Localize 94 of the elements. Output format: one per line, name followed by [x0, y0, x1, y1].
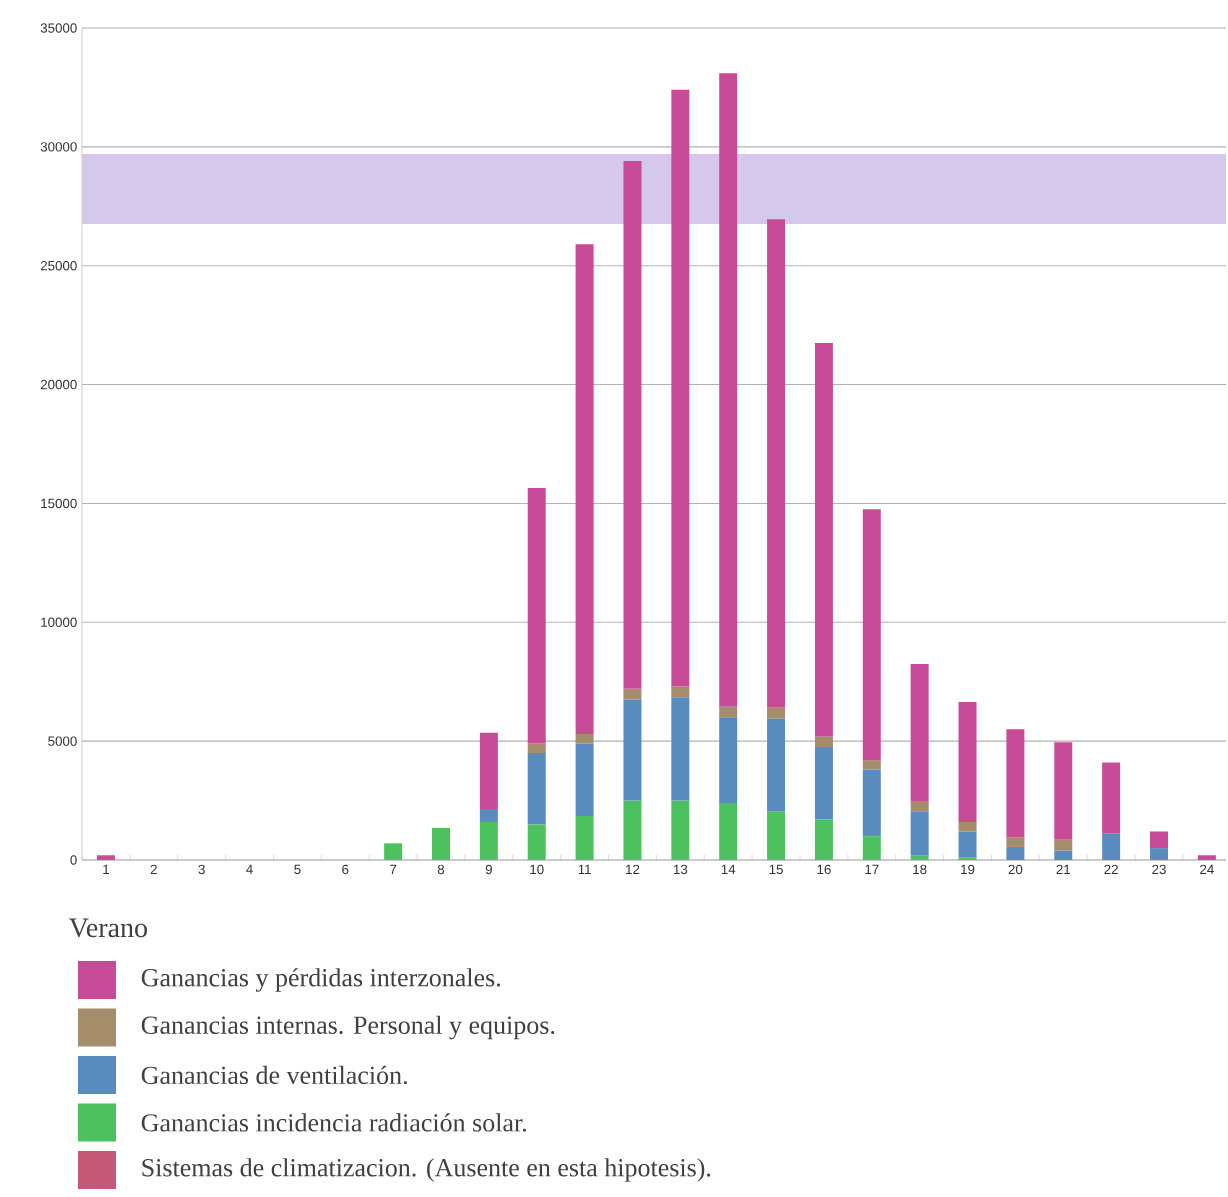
bar: [767, 718, 786, 812]
x-tick-label: 15: [769, 864, 783, 875]
y-tick-label: 20000: [40, 379, 77, 390]
bar: [719, 706, 738, 718]
bar: [862, 769, 881, 837]
bar: [96, 855, 115, 860]
bar: [479, 821, 498, 860]
legend-label: Ganancias incidencia radiación solar.: [141, 1113, 527, 1132]
x-tick-label: 19: [961, 864, 975, 875]
bar: [814, 342, 833, 737]
bar: [575, 743, 594, 817]
x-tick-label: 21: [1056, 864, 1071, 875]
bar: [767, 219, 786, 708]
y-tick-label: 0: [70, 855, 77, 865]
bar: [432, 827, 450, 860]
bar: [1150, 848, 1168, 860]
bar: [910, 855, 929, 860]
x-tick-label: 7: [390, 864, 397, 874]
bar: [719, 802, 738, 860]
bar: [384, 843, 403, 860]
bar: [671, 697, 690, 801]
y-tick-label: 30000: [40, 142, 77, 152]
bar: [575, 244, 594, 735]
bar: [910, 811, 929, 856]
x-tick-label: 14: [721, 864, 736, 874]
bar: [958, 701, 977, 822]
bar: [719, 717, 738, 803]
bar: [767, 811, 786, 860]
bar: [479, 732, 498, 809]
x-tick-label: 22: [1104, 864, 1118, 875]
x-tick-label: 6: [342, 864, 349, 875]
x-tick-label: 11: [578, 864, 591, 874]
bar: [671, 89, 690, 687]
bar: [1150, 831, 1168, 849]
bar: [527, 743, 546, 754]
bar: [1006, 846, 1025, 860]
x-tick-label: 10: [530, 864, 544, 875]
bar: [671, 800, 690, 860]
bar: [527, 824, 546, 860]
y-tick-label: 15000: [41, 498, 77, 509]
legend-label: Ganancias y pérdidas interzonales.: [141, 968, 501, 992]
x-tick-label: 2: [150, 864, 157, 875]
bar: [1054, 850, 1073, 860]
x-tick-label: 4: [246, 864, 253, 874]
bar: [575, 816, 594, 860]
bar: [862, 760, 881, 770]
x-tick-label: 17: [865, 864, 879, 874]
bar: [862, 509, 881, 761]
legend-label: Ganancias internas. Personal y equipos.: [141, 1015, 555, 1040]
bar: [767, 707, 786, 719]
x-tick-label: 5: [294, 864, 301, 875]
x-tick-label: 3: [198, 864, 205, 875]
bar: [719, 73, 738, 707]
bar: [862, 836, 881, 860]
y-tick-label: 10000: [41, 617, 77, 627]
y-tick-label: 5000: [48, 736, 77, 746]
x-tick-label: 16: [817, 864, 831, 875]
bar: [623, 699, 642, 801]
x-tick-label: 24: [1200, 864, 1214, 875]
bar: [1197, 855, 1216, 860]
y-tick-label: 35000: [40, 23, 77, 33]
bar: [671, 686, 690, 698]
bar: [814, 819, 833, 860]
bar: [623, 800, 642, 860]
x-tick-label: 9: [485, 864, 492, 875]
x-tick-label: 12: [626, 864, 640, 875]
bar: [958, 821, 977, 832]
bar: [910, 663, 929, 802]
x-tick-label: 18: [913, 864, 927, 875]
bar: [575, 734, 594, 744]
bar: [527, 487, 546, 744]
bar: [527, 753, 546, 825]
bar: [1102, 833, 1121, 860]
bar: [958, 831, 977, 858]
bar: [479, 808, 498, 822]
bar: [814, 747, 833, 820]
y-tick-label: 25000: [40, 260, 77, 271]
bar: [814, 736, 833, 748]
legend-label: Sistemas de climatizacion. (Ausente en esta hipotesis).: [142, 1158, 711, 1182]
bar: [623, 688, 642, 700]
bar: [910, 801, 929, 812]
x-tick-label: 13: [673, 864, 688, 875]
bar: [1102, 762, 1121, 834]
legend-label: Ganancias de ventilación.: [141, 1065, 407, 1085]
x-tick-label: 20: [1008, 864, 1023, 875]
bar: [1054, 742, 1073, 840]
legend-title: Verano: [69, 918, 147, 938]
x-tick-label: 1: [103, 864, 109, 874]
bar: [1054, 839, 1073, 851]
bar: [623, 161, 642, 689]
x-tick-label: 23: [1152, 864, 1166, 875]
bar: [1006, 837, 1025, 847]
x-tick-label: 8: [437, 864, 445, 875]
bar: [1006, 729, 1025, 838]
